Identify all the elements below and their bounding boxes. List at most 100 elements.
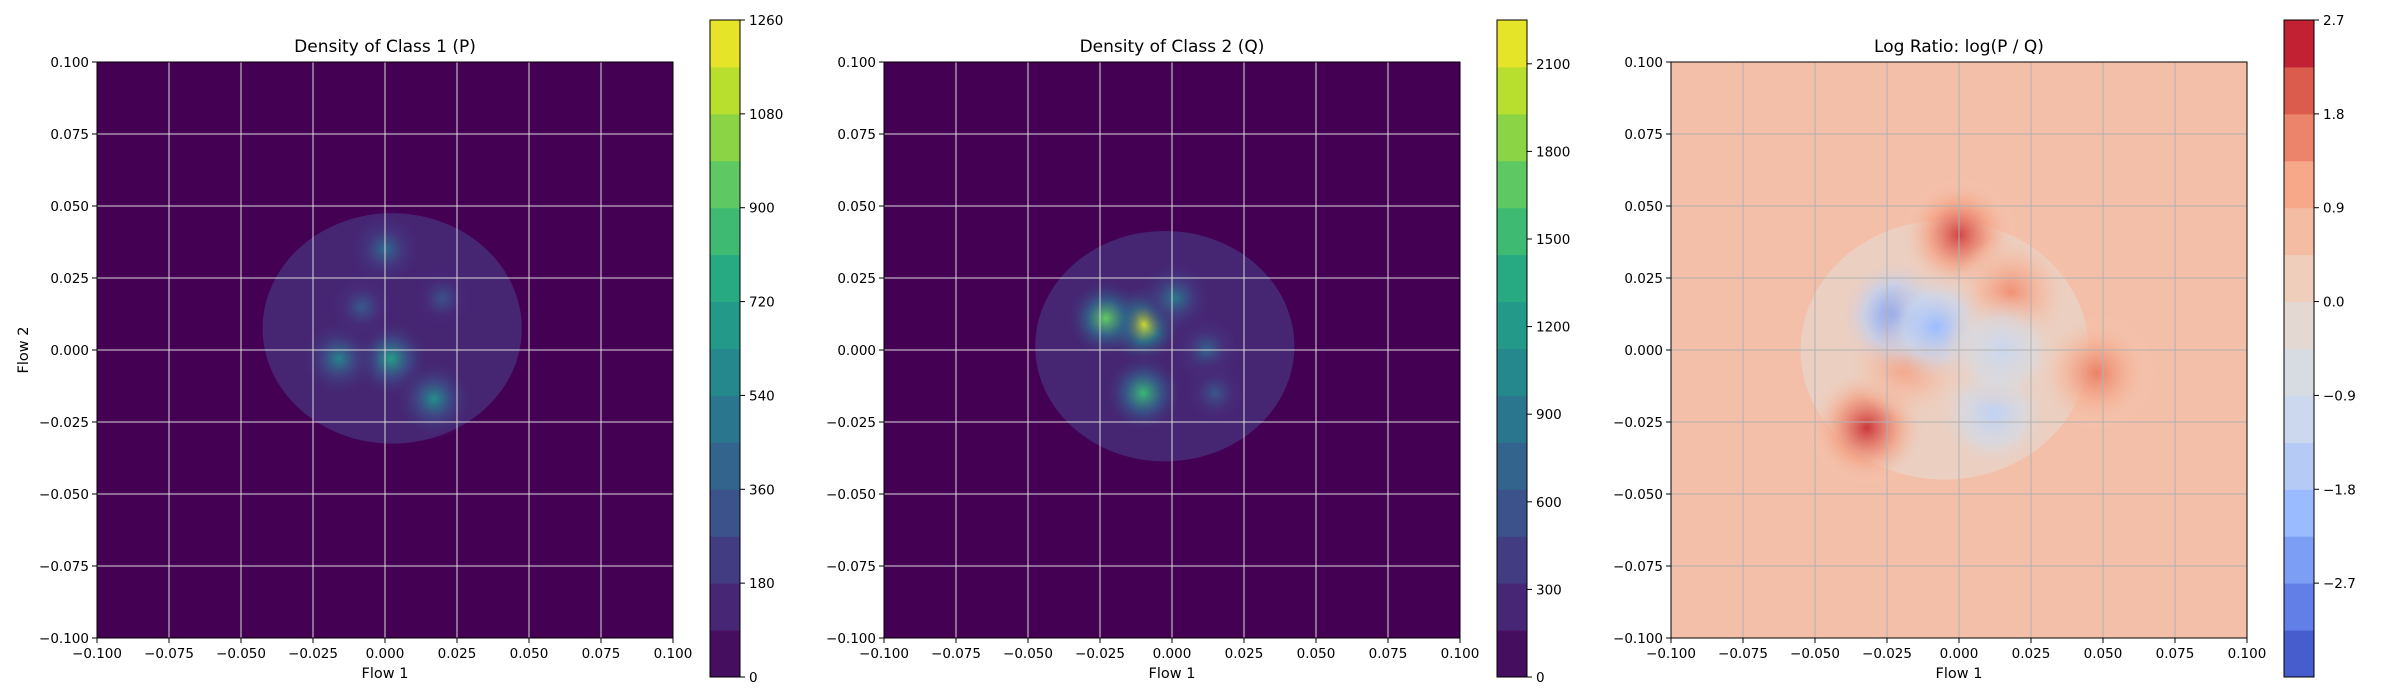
y-tick-label: 0.100 xyxy=(837,55,876,71)
y-tick-label: 0.100 xyxy=(50,55,89,71)
y-tick-label: 0.025 xyxy=(1624,271,1663,287)
y-tick-label: 0.075 xyxy=(837,127,876,143)
colorbar-band xyxy=(1497,489,1527,537)
colorbar-band xyxy=(1497,630,1527,678)
y-tick-label: −0.025 xyxy=(1613,415,1663,431)
colorbar-band xyxy=(1497,20,1527,68)
x-tick-label: 0.100 xyxy=(654,646,693,662)
colorbar-band xyxy=(1497,395,1527,443)
y-tick-label: −0.025 xyxy=(826,415,876,431)
chart-title: Log Ratio: log(P / Q) xyxy=(1874,37,2044,57)
chart-title: Density of Class 1 (P) xyxy=(294,37,476,57)
colorbar-band xyxy=(2284,395,2314,443)
x-tick-label: 0.050 xyxy=(510,646,549,662)
colorbar-tick-label: 180 xyxy=(749,576,775,592)
x-axis-label: Flow 1 xyxy=(362,666,409,682)
density-peak xyxy=(321,266,403,348)
panel-log-ratio: Log Ratio: log(P / Q) −0.100 −0.075 −0.050… xyxy=(1613,13,2356,682)
colorbar-band xyxy=(1497,301,1527,349)
x-axis-label: Flow 1 xyxy=(1936,666,1983,682)
colorbar-band xyxy=(1497,113,1527,162)
colorbar-band xyxy=(2284,536,2314,584)
colorbar-band xyxy=(710,395,740,443)
colorbar: −2.7 −1.8 −0.9 0.0 0.9 1.8 2.7 xyxy=(2283,13,2356,678)
colorbar-band xyxy=(1497,583,1527,631)
plot-area xyxy=(883,61,1461,639)
colorbar-band xyxy=(2284,160,2314,209)
colorbar-band xyxy=(710,536,740,584)
x-tick-label: −0.100 xyxy=(72,646,122,662)
x-tick-label: −0.025 xyxy=(1075,646,1125,662)
colorbar-tick-label: 2100 xyxy=(1536,57,1570,73)
colorbar: 0 180 360 540 720 900 1080 1260 xyxy=(709,13,783,686)
colorbar-tick-label: −0.9 xyxy=(2323,388,2356,404)
y-tick-label: −0.100 xyxy=(1613,631,1663,647)
colorbar-tick-label: −1.8 xyxy=(2323,482,2356,498)
x-tick-label: −0.100 xyxy=(1646,646,1696,662)
x-tick-label: −0.025 xyxy=(288,646,338,662)
colorbar-tick-label: 0 xyxy=(1536,670,1545,686)
colorbar-band xyxy=(2284,348,2314,396)
x-tick-label: 0.025 xyxy=(438,646,477,662)
y-tick-label: 0.025 xyxy=(837,271,876,287)
x-tick-label: −0.050 xyxy=(1790,646,1840,662)
y-tick-label: −0.050 xyxy=(826,487,876,503)
x-tick-label: 0.100 xyxy=(2228,646,2267,662)
colorbar-tick-label: 1500 xyxy=(1536,232,1570,248)
y-tick-label: −0.050 xyxy=(39,487,89,503)
y-tick-label: −0.075 xyxy=(1613,559,1663,575)
colorbar-band xyxy=(710,348,740,396)
colorbar-band xyxy=(2284,301,2314,349)
density-peak xyxy=(393,358,475,440)
colorbar-band xyxy=(710,442,740,490)
x-tick-label: 0.000 xyxy=(1153,646,1192,662)
y-tick-label: 0.000 xyxy=(1624,343,1663,359)
colorbar-band xyxy=(2284,442,2314,490)
colorbar-tick-label: 1200 xyxy=(1536,320,1570,336)
x-tick-label: 0.075 xyxy=(1369,646,1408,662)
colorbar-tick-label: 1800 xyxy=(1536,144,1570,160)
x-tick-label: −0.025 xyxy=(1862,646,1912,662)
y-tick-label: 0.100 xyxy=(1624,55,1663,71)
x-tick-label: −0.050 xyxy=(216,646,266,662)
colorbar-band xyxy=(710,489,740,537)
colorbar-tick-label: 360 xyxy=(749,482,775,498)
x-tick-label: −0.100 xyxy=(859,646,909,662)
colorbar-band xyxy=(2284,489,2314,537)
plot-area xyxy=(1670,61,2248,639)
y-tick-label: 0.075 xyxy=(50,127,89,143)
tick-labels: −0.100 −0.075 −0.050 −0.025 0.000 0.025 0.050 0… xyxy=(826,55,1479,662)
y-tick-label: −0.075 xyxy=(826,559,876,575)
colorbar: 0 300 600 900 1200 1500 1800 2100 xyxy=(1496,19,1570,686)
colorbar-band xyxy=(2284,254,2314,303)
colorbar-band xyxy=(2284,207,2314,256)
colorbar-band xyxy=(710,630,740,678)
colorbar-band xyxy=(710,207,740,256)
y-tick-label: 0.050 xyxy=(1624,199,1663,215)
colorbar-band xyxy=(710,301,740,349)
y-tick-label: 0.000 xyxy=(837,343,876,359)
colorbar-tick-label: 900 xyxy=(1536,407,1562,423)
x-tick-label: −0.075 xyxy=(1718,646,1768,662)
colorbar-tick-label: 900 xyxy=(749,201,775,217)
colorbar-band xyxy=(710,20,740,68)
x-tick-label: −0.075 xyxy=(931,646,981,662)
colorbar-band xyxy=(2284,66,2314,115)
y-tick-label: 0.050 xyxy=(50,199,89,215)
colorbar-frame xyxy=(2283,19,2315,678)
colorbar-tick-label: 0.9 xyxy=(2323,201,2344,217)
colorbar-band xyxy=(1497,536,1527,584)
tick-labels: −0.100 −0.075 −0.050 −0.025 0.000 0.025 0.050 0… xyxy=(39,55,692,662)
x-tick-label: 0.075 xyxy=(2156,646,2195,662)
x-tick-label: 0.050 xyxy=(2084,646,2123,662)
colorbar-band xyxy=(710,583,740,631)
colorbar-band xyxy=(710,113,740,162)
y-tick-label: −0.050 xyxy=(1613,487,1663,503)
colorbar-band xyxy=(2284,20,2314,68)
colorbar-band xyxy=(710,254,740,303)
colorbar-band xyxy=(1497,160,1527,209)
plot-area xyxy=(96,61,674,639)
y-tick-label: −0.100 xyxy=(826,631,876,647)
panel-density-q: Density of Class 2 (Q) −0.100 −0.075 −0.05… xyxy=(826,19,1570,686)
